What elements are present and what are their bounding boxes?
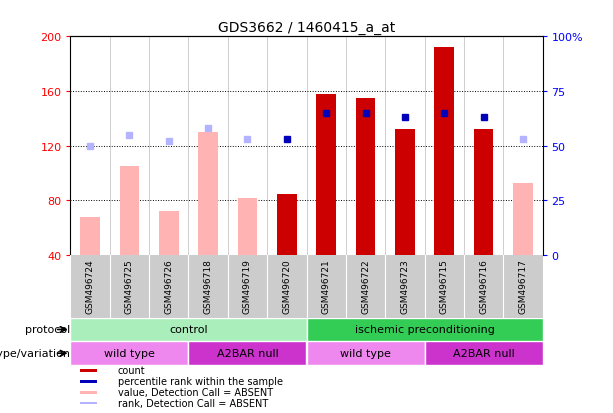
Bar	[80, 391, 97, 394]
Text: wild type: wild type	[340, 349, 391, 358]
Bar	[120, 167, 139, 256]
Text: GSM496724: GSM496724	[86, 259, 94, 313]
Bar	[395, 130, 414, 256]
Text: ischemic preconditioning: ischemic preconditioning	[354, 325, 495, 335]
Bar	[316, 95, 336, 256]
Text: protocol: protocol	[25, 325, 70, 335]
Text: GSM496722: GSM496722	[361, 259, 370, 313]
Bar	[306, 342, 424, 365]
Text: GSM496718: GSM496718	[204, 259, 213, 313]
Text: GSM496725: GSM496725	[125, 259, 134, 313]
Bar	[189, 342, 306, 365]
Text: genotype/variation: genotype/variation	[0, 349, 70, 358]
Text: GSM496720: GSM496720	[283, 259, 291, 313]
Bar	[238, 198, 257, 256]
Bar	[70, 342, 189, 365]
Text: value, Detection Call = ABSENT: value, Detection Call = ABSENT	[118, 387, 273, 397]
Bar	[199, 133, 218, 256]
Bar	[159, 212, 178, 256]
Text: wild type: wild type	[104, 349, 155, 358]
Text: GSM496716: GSM496716	[479, 259, 488, 313]
Text: GSM496719: GSM496719	[243, 259, 252, 313]
Bar	[80, 402, 97, 404]
Bar	[356, 99, 375, 256]
Bar	[80, 369, 97, 372]
Text: GSM496721: GSM496721	[322, 259, 330, 313]
Bar	[474, 130, 493, 256]
Text: GSM496723: GSM496723	[400, 259, 409, 313]
Title: GDS3662 / 1460415_a_at: GDS3662 / 1460415_a_at	[218, 21, 395, 35]
Text: GSM496726: GSM496726	[164, 259, 173, 313]
Text: percentile rank within the sample: percentile rank within the sample	[118, 376, 283, 386]
Text: rank, Detection Call = ABSENT: rank, Detection Call = ABSENT	[118, 398, 268, 408]
Text: A2BAR null: A2BAR null	[216, 349, 278, 358]
Bar	[513, 183, 533, 256]
Bar	[435, 48, 454, 256]
Bar	[80, 380, 97, 383]
Bar	[80, 217, 100, 256]
Text: GSM496715: GSM496715	[440, 259, 449, 313]
Text: GSM496717: GSM496717	[519, 259, 527, 313]
Bar	[306, 318, 543, 342]
Bar	[70, 318, 306, 342]
Text: control: control	[169, 325, 208, 335]
Text: A2BAR null: A2BAR null	[452, 349, 514, 358]
Bar	[424, 342, 543, 365]
Bar	[277, 194, 297, 256]
Text: count: count	[118, 366, 145, 375]
